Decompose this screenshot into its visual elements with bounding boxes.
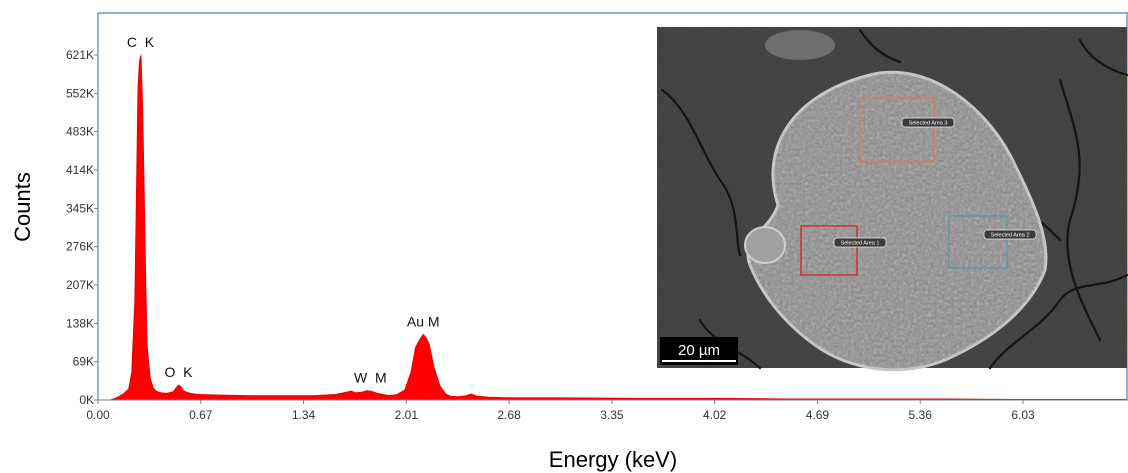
y-tick-label: 483K <box>66 125 94 139</box>
x-tick-label: 0.67 <box>189 408 213 422</box>
y-tick-label: 69K <box>73 355 94 369</box>
x-tick-label: 4.02 <box>703 408 727 422</box>
selected-area-3-box <box>859 97 935 163</box>
selected-area-1-label: Selected Area 1 <box>841 241 880 247</box>
selected-area-1-box <box>800 225 858 276</box>
y-tick-label: 0K <box>79 393 94 407</box>
x-tick-label: 1.34 <box>292 408 316 422</box>
x-axis-ticks: 0.00 0.67 1.34 2.01 2.68 3.35 4.02 4.69 5.36 6.03 <box>86 400 1035 422</box>
y-tick-label: 276K <box>66 240 94 254</box>
peak-label: C K <box>127 34 155 50</box>
spectrum-area <box>98 54 1127 401</box>
y-tick-label: 552K <box>66 86 94 100</box>
y-tick-label: 345K <box>66 201 94 215</box>
x-tick-label: 6.03 <box>1011 408 1035 422</box>
x-tick-label: 4.69 <box>806 408 830 422</box>
y-tick-label: 207K <box>66 278 94 292</box>
y-tick-label: 621K <box>66 48 94 62</box>
peak-label: W M <box>354 370 387 386</box>
selected-area-2-box <box>948 215 1008 269</box>
y-tick-label: 414K <box>66 163 94 177</box>
x-axis-title: Energy (keV) <box>549 447 677 472</box>
selected-area-2-label: Selected Area 2 <box>991 233 1030 239</box>
selected-area-3-label: Selected Area 3 <box>909 121 948 127</box>
y-axis-ticks: 0K 69K 138K 207K 276K 345K 414K 483K 552K 621K <box>66 48 98 407</box>
x-tick-label: 2.01 <box>395 408 419 422</box>
x-tick-label: 3.35 <box>600 408 624 422</box>
y-axis-title: Counts <box>10 172 35 242</box>
peak-labels: C K O K W M Au M <box>127 34 440 386</box>
peak-label: Au M <box>407 313 440 329</box>
sem-inset-image: Selected Area 3 Selected Area 1 Selected… <box>657 27 1128 372</box>
x-tick-label: 2.68 <box>497 408 521 422</box>
x-tick-label: 5.36 <box>909 408 933 422</box>
peak-label: O K <box>165 364 194 380</box>
y-tick-label: 138K <box>66 316 94 330</box>
scale-bar-label: 20 µm <box>678 342 720 359</box>
x-tick-label: 0.00 <box>86 408 110 422</box>
